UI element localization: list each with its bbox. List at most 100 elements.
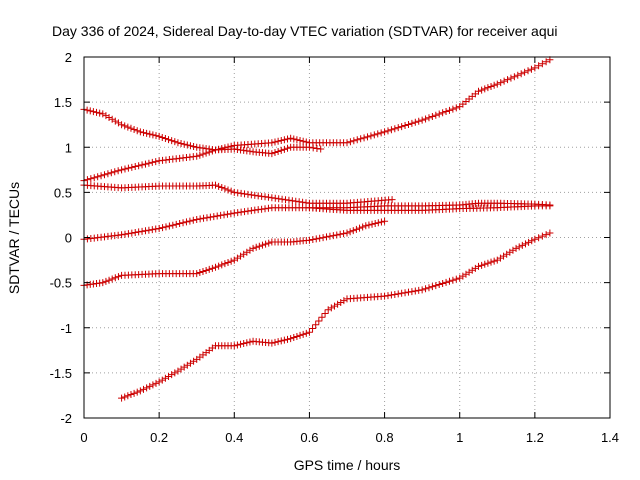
data-point bbox=[365, 221, 373, 229]
data-point bbox=[343, 139, 351, 147]
data-point bbox=[206, 213, 214, 221]
data-point bbox=[152, 379, 160, 387]
data-point bbox=[449, 105, 457, 113]
data-point bbox=[346, 228, 354, 236]
x-axis-label: GPS time / hours bbox=[294, 457, 401, 473]
data-point bbox=[384, 292, 392, 300]
data-point bbox=[196, 215, 204, 223]
data-point bbox=[183, 141, 191, 149]
data-point bbox=[104, 170, 112, 178]
data-point bbox=[370, 131, 378, 139]
data-point bbox=[521, 240, 529, 248]
data-point bbox=[227, 187, 235, 195]
y-tick-label: 0 bbox=[65, 231, 72, 246]
data-point bbox=[381, 217, 389, 225]
data-point bbox=[200, 214, 208, 222]
data-point bbox=[205, 265, 213, 273]
data-point bbox=[237, 340, 245, 348]
data-point bbox=[258, 241, 266, 249]
data-point bbox=[169, 221, 177, 229]
data-point bbox=[148, 158, 156, 166]
data-point bbox=[305, 143, 313, 151]
data-point bbox=[422, 115, 430, 123]
data-point bbox=[343, 229, 351, 237]
data-point bbox=[252, 243, 260, 251]
y-tick-label: -1.5 bbox=[50, 366, 72, 381]
data-point bbox=[329, 232, 337, 240]
data-point bbox=[374, 130, 382, 138]
data-point bbox=[391, 125, 399, 133]
data-point bbox=[86, 107, 94, 115]
data-point bbox=[233, 341, 241, 349]
y-tick-label: -0.5 bbox=[50, 276, 72, 291]
data-point bbox=[546, 202, 554, 210]
data-point bbox=[336, 230, 344, 238]
data-point bbox=[349, 227, 357, 235]
data-point bbox=[146, 382, 154, 390]
data-point bbox=[246, 338, 254, 346]
data-point bbox=[524, 67, 532, 75]
data-point bbox=[481, 260, 489, 268]
data-point bbox=[487, 258, 495, 266]
data-point bbox=[475, 262, 482, 270]
data-point bbox=[318, 313, 326, 321]
data-point bbox=[133, 388, 141, 396]
data-point bbox=[265, 239, 273, 247]
data-point bbox=[149, 131, 157, 139]
data-point bbox=[293, 332, 301, 340]
data-point bbox=[280, 336, 288, 344]
data-point bbox=[330, 302, 338, 310]
data-point bbox=[387, 291, 395, 299]
data-point bbox=[284, 135, 292, 143]
data-point bbox=[93, 108, 101, 116]
data-point bbox=[287, 335, 295, 343]
data-point bbox=[193, 215, 201, 223]
data-point bbox=[394, 290, 402, 298]
data-point bbox=[271, 138, 279, 146]
data-point bbox=[478, 86, 486, 94]
data-point bbox=[193, 152, 201, 160]
data-point bbox=[296, 331, 304, 339]
data-point bbox=[538, 232, 546, 240]
data-point bbox=[290, 334, 298, 342]
data-point bbox=[141, 227, 149, 235]
data-point bbox=[408, 288, 416, 296]
data-point bbox=[136, 128, 144, 136]
data-point bbox=[546, 229, 554, 237]
data-point bbox=[155, 224, 163, 232]
data-point bbox=[319, 234, 327, 242]
data-point bbox=[484, 259, 492, 267]
data-point bbox=[398, 289, 406, 297]
data-point bbox=[398, 123, 406, 131]
data-point bbox=[102, 277, 110, 285]
data-point bbox=[323, 233, 331, 241]
data-point bbox=[108, 275, 116, 283]
data-point bbox=[391, 290, 399, 298]
data-point bbox=[284, 144, 292, 152]
data-point bbox=[514, 71, 522, 79]
data-point bbox=[535, 62, 543, 70]
data-point bbox=[131, 228, 139, 236]
data-series bbox=[80, 56, 554, 402]
y-axis-label: SDTVAR / TECUs bbox=[6, 182, 22, 294]
data-point bbox=[152, 158, 160, 166]
data-point bbox=[218, 261, 226, 269]
y-tick-label: -2 bbox=[60, 411, 72, 426]
data-point bbox=[293, 136, 301, 144]
data-point bbox=[179, 219, 187, 227]
data-point bbox=[224, 258, 232, 266]
data-point bbox=[381, 128, 389, 136]
data-point bbox=[268, 139, 276, 147]
data-point bbox=[316, 234, 324, 242]
data-point bbox=[277, 337, 285, 345]
data-point bbox=[135, 162, 143, 170]
data-point bbox=[202, 266, 210, 274]
data-point bbox=[442, 108, 450, 116]
data-point bbox=[432, 111, 440, 119]
data-point bbox=[212, 181, 219, 189]
data-point bbox=[240, 340, 248, 348]
y-tick-label: 1 bbox=[65, 140, 72, 155]
data-point bbox=[152, 132, 160, 140]
data-point bbox=[449, 276, 457, 284]
data-point bbox=[155, 132, 163, 140]
